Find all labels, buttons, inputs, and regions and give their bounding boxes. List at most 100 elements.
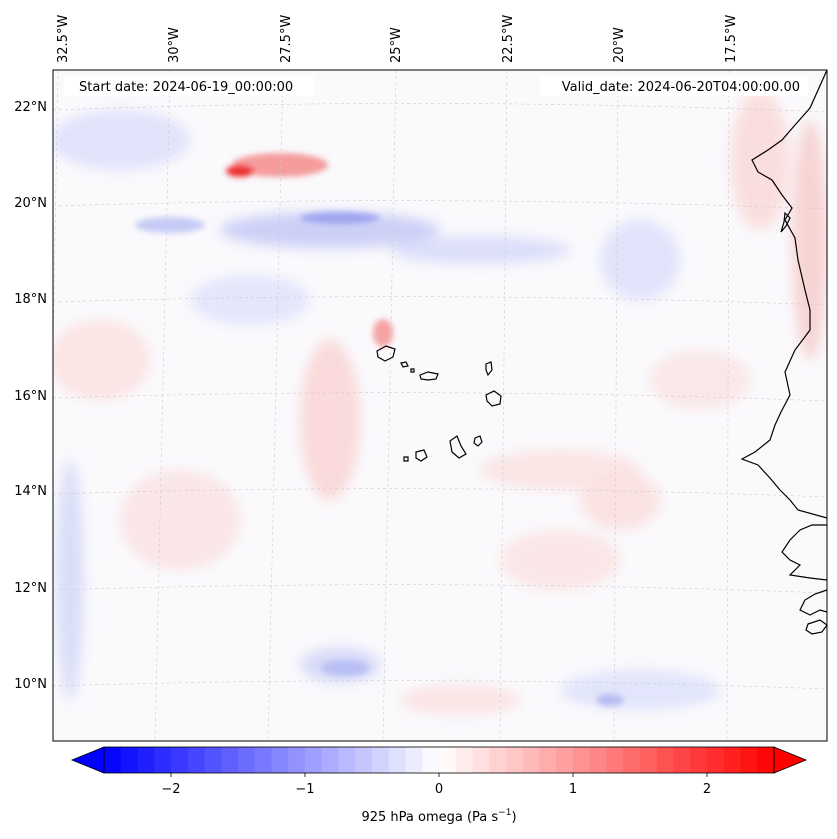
colorbar-segment	[573, 747, 591, 773]
lat-label: 12°N	[14, 581, 47, 596]
lon-label: 32.5°W	[56, 15, 71, 63]
colorbar-segment	[455, 747, 473, 773]
island-sal	[485, 361, 493, 377]
colorbar-segment	[238, 747, 256, 773]
colorbar-segment	[640, 747, 658, 773]
lon-label: 20°W	[612, 27, 627, 63]
gridline-lat	[53, 103, 827, 113]
colorbar-segment	[506, 747, 524, 773]
omega-blob	[560, 670, 720, 710]
colorbar-tick-label: 1	[569, 782, 577, 797]
omega-blob	[500, 530, 620, 590]
colorbar-segments	[104, 747, 775, 773]
lat-label: 10°N	[14, 677, 47, 692]
colorbar-label-end: )	[511, 810, 516, 825]
colorbar-segment	[154, 747, 172, 773]
longitude-labels: 32.5°W 30°W 27.5°W 25°W 22.5°W 20°W 17.5…	[56, 15, 739, 63]
omega-blob	[53, 320, 150, 400]
omega-blob	[321, 660, 369, 676]
colorbar-segment	[623, 747, 641, 773]
lat-label: 16°N	[14, 389, 47, 404]
omega-blob	[300, 340, 360, 500]
colorbar-segment	[221, 747, 239, 773]
colorbar-segment	[489, 747, 507, 773]
gridline-lon	[154, 70, 171, 741]
african-coastline	[781, 524, 827, 581]
lon-label: 27.5°W	[279, 15, 294, 63]
colorbar-segment	[288, 747, 306, 773]
omega-blob	[730, 90, 790, 230]
gridline-lon	[613, 70, 619, 741]
omega-field	[53, 90, 827, 715]
omega-blob	[300, 212, 380, 224]
colorbar-segment	[757, 747, 775, 773]
omega-blob	[56, 460, 84, 700]
colorbar-segment	[355, 747, 373, 773]
colorbar-segment	[187, 747, 205, 773]
colorbar-segment	[338, 747, 356, 773]
map-frame	[52, 69, 828, 742]
gridline-lat	[53, 296, 827, 306]
colorbar-segment	[439, 747, 457, 773]
island-sao-vicente	[400, 361, 409, 368]
colorbar-segment	[656, 747, 674, 773]
gridline-lat	[53, 680, 827, 690]
lat-label: 18°N	[14, 292, 47, 307]
lat-label: 14°N	[14, 484, 47, 499]
gridline-lat	[53, 584, 827, 594]
start-date-label: Start date: 2024-06-19_00:00:00	[79, 80, 293, 95]
colorbar-segment	[254, 747, 272, 773]
omega-blob	[220, 212, 440, 248]
colorbar-tick-label: 0	[435, 782, 443, 797]
colorbar-segment	[271, 747, 289, 773]
map-panel: Start date: 2024-06-19_00:00:00 Valid_da…	[14, 15, 828, 742]
colorbar-segment	[104, 747, 122, 773]
colorbar-segment	[472, 747, 490, 773]
colorbar-segment	[388, 747, 406, 773]
colorbar-segment	[204, 747, 222, 773]
african-coastline	[740, 70, 827, 519]
colorbar-label-main: 925 hPa omega (Pa s	[361, 810, 498, 825]
colorbar-label: 925 hPa omega (Pa s−1)	[361, 808, 516, 825]
lon-label: 17.5°W	[724, 15, 739, 63]
valid-date-box	[540, 76, 808, 96]
colorbar-segment	[690, 747, 708, 773]
colorbar-label-sup: −1	[498, 808, 511, 818]
lat-label: 20°N	[14, 196, 47, 211]
island-fogo	[415, 449, 428, 462]
omega-blob	[400, 685, 520, 715]
colorbar-segment	[539, 747, 557, 773]
colorbar-segment	[372, 747, 390, 773]
colorbar-segment	[522, 747, 540, 773]
omega-blob	[390, 236, 570, 264]
gridline-lon	[382, 70, 397, 741]
island-brava	[403, 456, 409, 462]
island-santiago	[449, 435, 467, 459]
omega-blob	[596, 694, 624, 706]
island-santo-antao	[376, 345, 396, 362]
colorbar-segment	[556, 747, 574, 773]
colorbar-segment	[707, 747, 725, 773]
colorbar-segment	[120, 747, 138, 773]
african-coastline	[799, 589, 827, 616]
island-boa-vista	[485, 390, 502, 407]
african-coastline	[805, 619, 827, 635]
colorbar-segment	[405, 747, 423, 773]
colorbar-segment	[171, 747, 189, 773]
gridline-lat	[53, 200, 827, 210]
colorbar-segment	[305, 747, 323, 773]
colorbar-segment	[589, 747, 607, 773]
omega-blob	[792, 120, 827, 360]
omega-blob	[190, 275, 310, 325]
coastlines	[376, 70, 827, 635]
lon-label: 22.5°W	[501, 15, 516, 63]
colorbar-tick-label: −1	[295, 782, 314, 797]
colorbar-ticks	[170, 773, 708, 777]
gridline-lon	[267, 70, 284, 741]
gridlines	[53, 70, 827, 741]
colorbar-segment	[606, 747, 624, 773]
gridline-lon	[726, 70, 730, 741]
gridline-lon	[499, 70, 508, 741]
lon-label: 25°W	[389, 27, 404, 63]
